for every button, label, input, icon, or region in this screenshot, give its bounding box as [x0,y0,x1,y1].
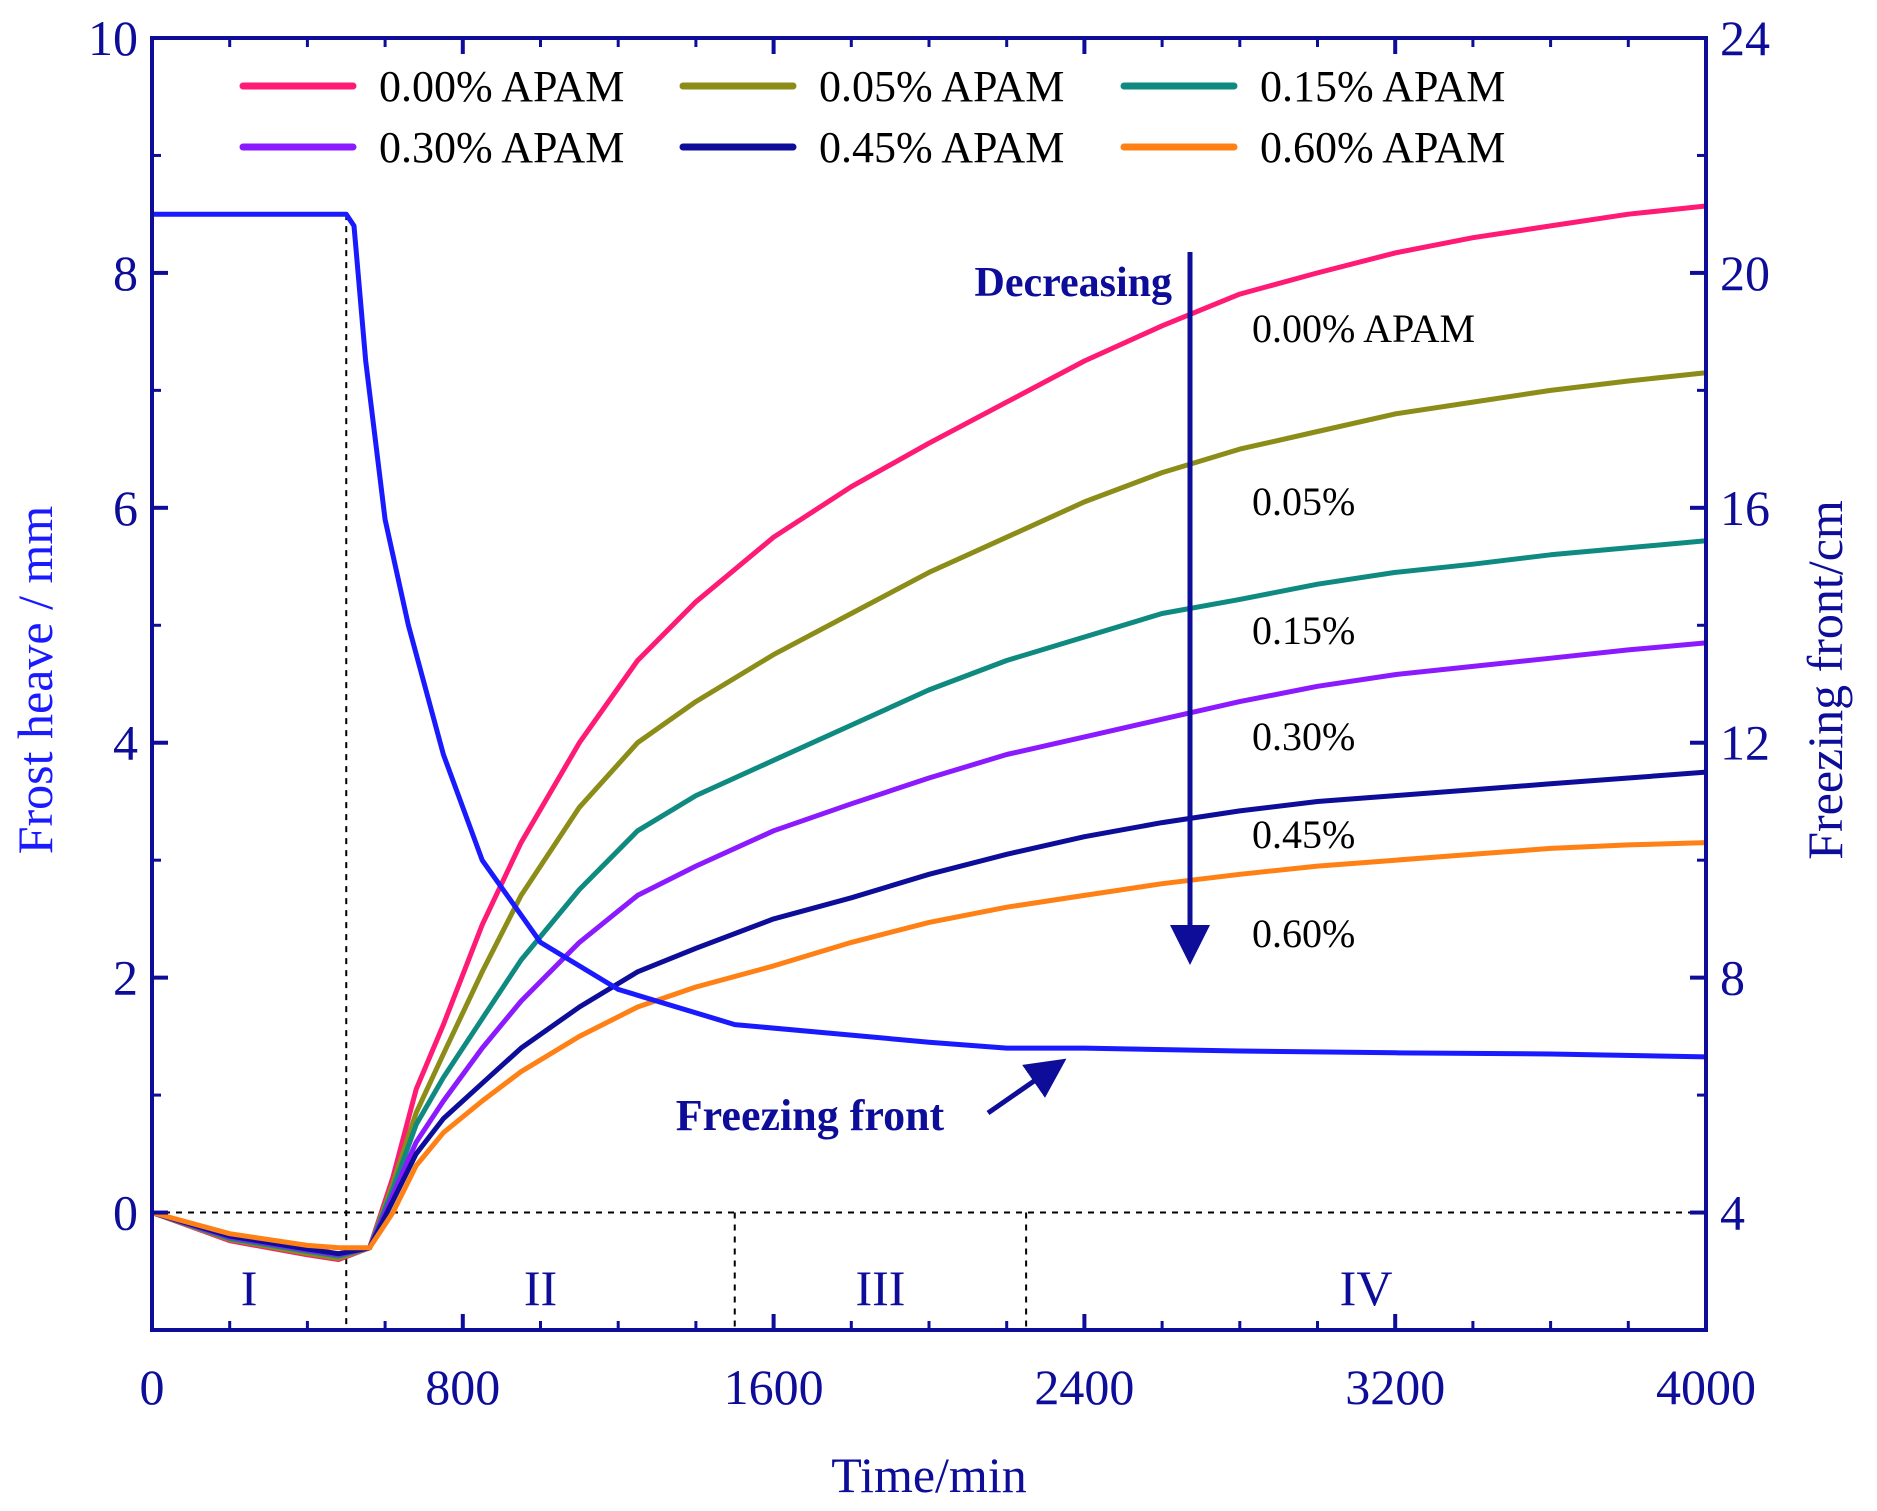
series-line [152,769,1706,1257]
series-end-label: 0.60% [1252,911,1355,956]
decreasing-annotation: Decreasing [974,260,1172,306]
y-tick-label: 6 [113,480,138,536]
series-line [152,640,1706,1258]
y2-tick-label: 20 [1720,245,1770,301]
x-tick-label: 1600 [724,1359,824,1415]
y2-tick-label: 12 [1720,715,1770,771]
series-end-label: 0.45% [1252,812,1355,857]
freezing-front-arrow [986,1058,1067,1116]
series-end-label: 0.00% APAM [1252,306,1475,351]
y2-tick-label: 24 [1720,10,1770,66]
y2-tick-label: 8 [1720,950,1745,1006]
y-tick-label: 4 [113,715,138,771]
y2-axis-label: Freezing front/cm [1797,500,1853,860]
legend-label: 0.00% APAM [379,62,624,111]
x-tick-label: 2400 [1034,1359,1134,1415]
y2-tick-label: 16 [1720,480,1770,536]
legend: 0.00% APAM 0.05% APAM 0.15% APAM 0.30% APAM… [239,62,1505,172]
y-tick-label: 8 [113,245,138,301]
y-tick-label: 0 [113,1185,138,1241]
y-tick-label: 10 [88,10,138,66]
legend-label: 0.05% APAM [819,62,1064,111]
series-line [152,538,1706,1259]
x-axis-label: Time/min [831,1447,1026,1503]
y2-tick-label: 4 [1720,1185,1745,1241]
y-tick-label: 2 [113,950,138,1006]
series-line [152,840,1706,1251]
series-end-label: 0.30% [1252,714,1355,759]
y-axis-label: Frost heave / mm [7,506,63,855]
legend-label: 0.30% APAM [379,123,624,172]
x-tick-label: 4000 [1656,1359,1756,1415]
x-tick-label: 0 [140,1359,165,1415]
stage-label: IV [1340,1260,1393,1316]
stage-label: II [524,1260,557,1316]
end-labels: 0.00% APAM 0.05% 0.15% 0.30% 0.45% 0.60% [1252,306,1475,956]
stage-label: I [241,1260,258,1316]
stage-label: III [855,1260,905,1316]
series-end-label: 0.05% [1252,479,1355,524]
x-tick-label: 800 [425,1359,500,1415]
legend-label: 0.60% APAM [1260,123,1505,172]
freezing-front-annotation: Freezing front [676,1091,945,1140]
x-tick-label: 3200 [1345,1359,1445,1415]
reference-lines: I II III IV [152,214,1706,1330]
series-layer [152,203,1706,1262]
legend-label: 0.45% APAM [819,123,1064,172]
series-end-label: 0.15% [1252,608,1355,653]
freezing-front-line [152,211,1706,1060]
legend-label: 0.15% APAM [1260,62,1505,111]
